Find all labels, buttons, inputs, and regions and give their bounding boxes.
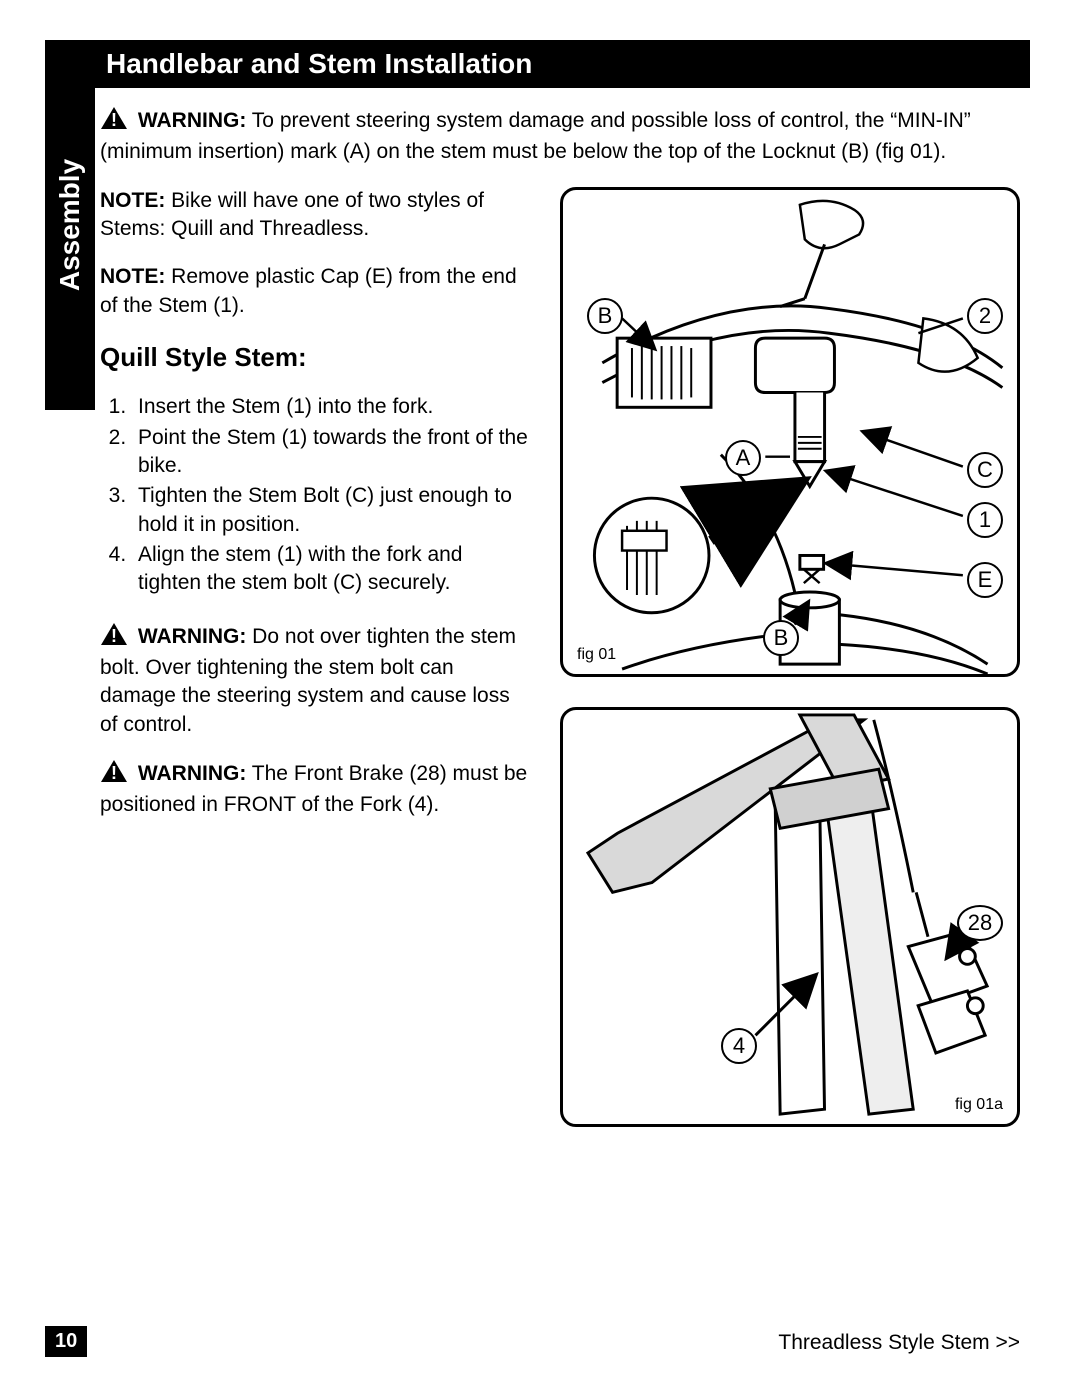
- section-header-bar: Handlebar and Stem Installation: [90, 40, 1030, 88]
- page-number: 10: [45, 1326, 87, 1357]
- figure-01a-caption: fig 01a: [955, 1096, 1003, 1114]
- figure-01a: 28 4 fig 01a: [560, 707, 1020, 1127]
- figure-01-diagram: [563, 190, 1017, 674]
- callout-1: 1: [967, 502, 1003, 538]
- right-column: B 2 A C 1 E B fig 01: [560, 187, 1020, 1127]
- warning-icon: !: [100, 106, 128, 138]
- warning-3: ! WARNING: The Front Brake (28) must be …: [100, 759, 530, 820]
- step-item: Tighten the Stem Bolt (C) just enough to…: [132, 482, 530, 539]
- svg-text:!: !: [111, 763, 117, 783]
- warning-2-label: WARNING:: [138, 625, 247, 648]
- content-columns: NOTE: Bike will have one of two styles o…: [100, 187, 1020, 1127]
- warning-1: ! WARNING: To prevent steering system da…: [100, 106, 1020, 167]
- note-2: NOTE: Remove plastic Cap (E) from the en…: [100, 263, 530, 320]
- step-item: Align the stem (1) with the fork and tig…: [132, 541, 530, 598]
- warning-1-label: WARNING:: [138, 109, 247, 132]
- callout-e: E: [967, 562, 1003, 598]
- callout-a: A: [725, 440, 761, 476]
- callout-4: 4: [721, 1028, 757, 1064]
- page: Assembly Handlebar and Stem Installation…: [0, 0, 1080, 1397]
- note-1: NOTE: Bike will have one of two styles o…: [100, 187, 530, 244]
- warning-icon: !: [100, 622, 128, 654]
- warning-2: ! WARNING: Do not over tighten the stem …: [100, 622, 530, 739]
- figure-01: B 2 A C 1 E B fig 01: [560, 187, 1020, 677]
- step-item: Point the Stem (1) towards the front of …: [132, 424, 530, 481]
- section-header: Handlebar and Stem Installation: [106, 48, 1014, 80]
- step-list: Insert the Stem (1) into the fork. Point…: [100, 393, 530, 597]
- warning-icon: !: [100, 759, 128, 791]
- figure-01-caption: fig 01: [577, 646, 616, 664]
- figure-01a-diagram: [563, 710, 1017, 1124]
- side-tab-label: Assembly: [54, 159, 86, 291]
- subheading-quill: Quill Style Stem:: [100, 340, 530, 375]
- svg-text:!: !: [111, 110, 117, 130]
- callout-28: 28: [957, 905, 1003, 941]
- svg-text:!: !: [111, 626, 117, 646]
- note-2-label: NOTE:: [100, 265, 165, 288]
- section-side-tab: Assembly: [45, 40, 95, 410]
- note-1-label: NOTE:: [100, 189, 165, 212]
- warning-3-label: WARNING:: [138, 762, 247, 785]
- footer-next-link: Threadless Style Stem >>: [778, 1331, 1020, 1355]
- step-item: Insert the Stem (1) into the fork.: [132, 393, 530, 421]
- left-column: NOTE: Bike will have one of two styles o…: [100, 187, 530, 1127]
- callout-b-bottom: B: [763, 620, 799, 656]
- callout-c: C: [967, 452, 1003, 488]
- callout-b-top: B: [587, 298, 623, 334]
- callout-2: 2: [967, 298, 1003, 334]
